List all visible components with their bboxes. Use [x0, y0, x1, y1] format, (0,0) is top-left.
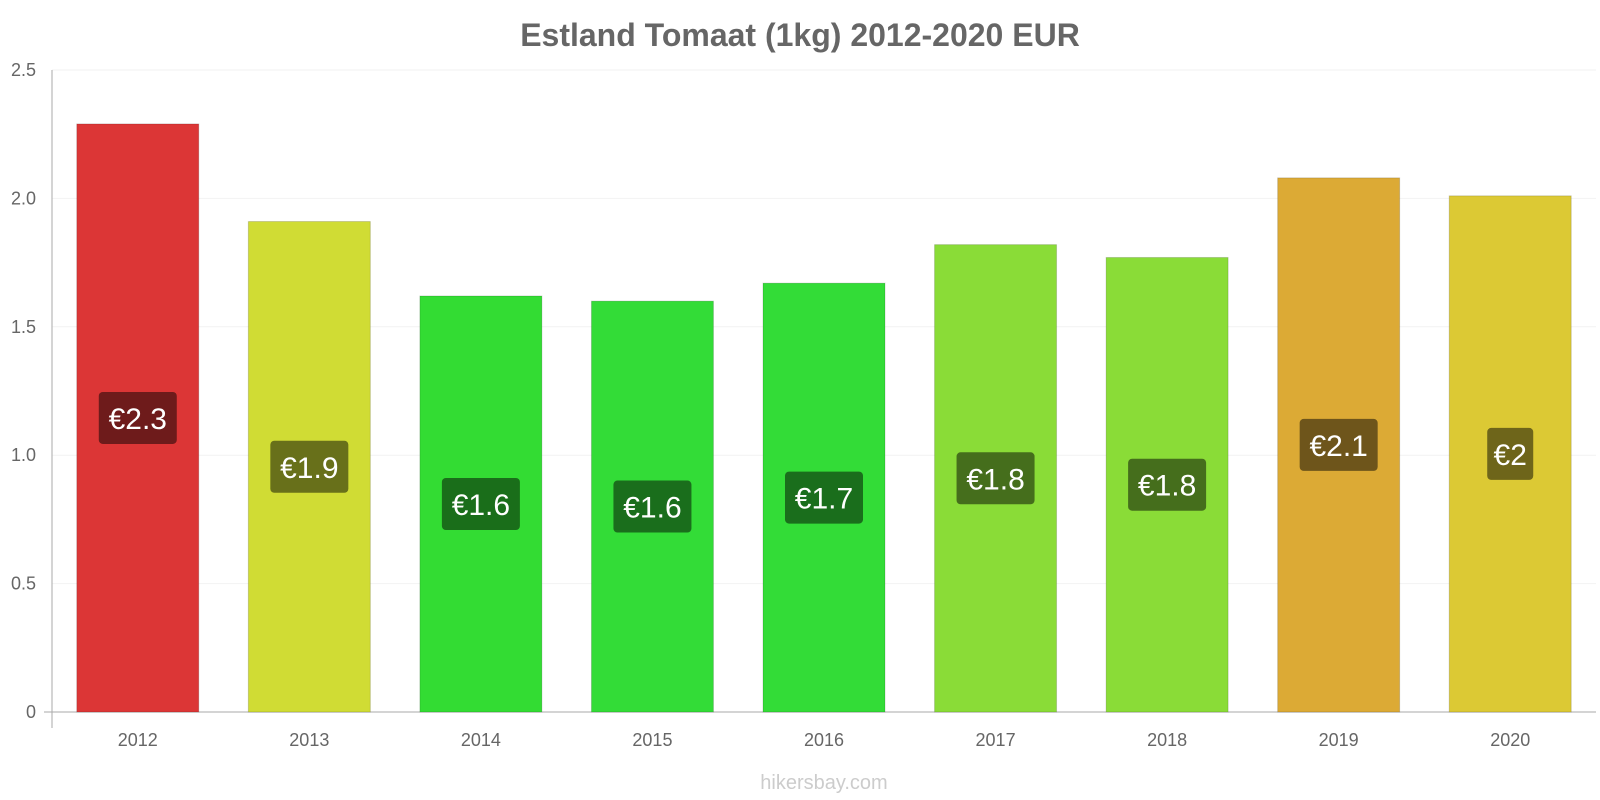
y-axis: 0 0.5 1.0 1.5 2.0 2.5 — [11, 60, 53, 728]
data-label: €1.6 — [623, 492, 681, 525]
y-tick-label: 2.5 — [11, 60, 36, 80]
y-tick-label: 1.0 — [11, 445, 36, 465]
chart-title: Estland Tomaat (1kg) 2012-2020 EUR — [520, 17, 1080, 53]
x-tick-label: 2014 — [461, 730, 501, 750]
data-label: €1.8 — [1138, 470, 1196, 503]
x-tick-label: 2016 — [804, 730, 844, 750]
data-label-bg — [956, 452, 1035, 505]
data-label-bg — [1128, 458, 1207, 511]
data-label: €2.1 — [1309, 430, 1367, 463]
data-label: €2 — [1494, 439, 1527, 472]
data-label-bg — [613, 480, 692, 533]
watermark: hikersbay.com — [760, 772, 887, 794]
x-tick-label: 2012 — [118, 730, 158, 750]
x-tick-label: 2020 — [1490, 730, 1530, 750]
data-labels: €2.3 €1.9 €1.6 €1.6 €1.7 €1.8 €1.8 €2.1 €2 — [98, 391, 1534, 533]
x-tick-label: 2019 — [1319, 730, 1359, 750]
y-tick-label: 1.5 — [11, 317, 36, 337]
data-label: €1.7 — [795, 483, 853, 516]
y-tick-label: 0.5 — [11, 574, 36, 594]
data-label-bg — [270, 440, 349, 493]
data-label-bg — [1487, 427, 1534, 480]
data-label: €1.9 — [280, 452, 338, 485]
x-tick-label: 2015 — [632, 730, 672, 750]
y-tick-label: 0 — [26, 702, 36, 722]
data-label-bg — [1299, 418, 1378, 471]
data-label: €1.6 — [452, 489, 510, 522]
data-label-bg — [785, 471, 863, 524]
data-label-bg — [441, 477, 520, 530]
x-axis: 2012 2013 2014 2015 2016 2017 2018 2019 2020 — [44, 711, 1596, 750]
x-tick-label: 2017 — [976, 730, 1016, 750]
x-tick-label: 2018 — [1147, 730, 1187, 750]
data-label: €2.3 — [109, 403, 167, 436]
data-label: €1.8 — [966, 463, 1024, 496]
data-label-bg — [98, 391, 177, 444]
y-tick-label: 2.0 — [11, 188, 36, 208]
bars — [76, 123, 1572, 713]
x-tick-label: 2013 — [289, 730, 329, 750]
